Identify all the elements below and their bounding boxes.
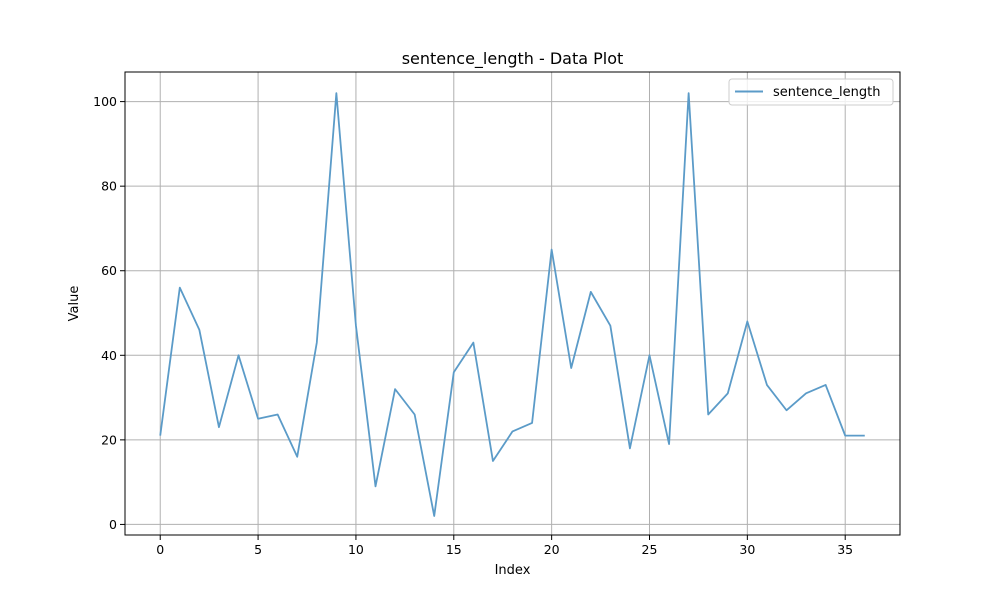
series-line [159,92,865,517]
y-tick-label: 0 [109,517,117,532]
series-layer [159,92,865,517]
x-tick-label: 0 [156,542,164,557]
legend: sentence_length [728,78,894,106]
x-axis-label: Index [495,563,531,578]
x-tick-label: 35 [837,542,853,557]
x-tick-label: 25 [642,542,658,557]
legend-box [728,78,894,106]
plot-area-frame [124,71,901,536]
x-tick-label: 20 [544,542,560,557]
y-tick-label: 60 [101,263,117,278]
y-tick-label: 100 [93,94,117,109]
y-tick-label: 20 [101,432,117,447]
x-tick-label: 10 [348,542,364,557]
x-axis: 0 5 10 15 20 25 30 35 [156,535,853,557]
chart-title: sentence_length - Data Plot [402,49,624,69]
y-axis-label: Value [67,286,82,322]
x-tick-label: 30 [739,542,755,557]
y-tick-label: 40 [101,348,117,363]
grid [125,72,900,535]
legend-label: sentence_length [773,85,880,100]
y-tick-label: 80 [101,179,117,194]
y-axis: 0 20 40 60 80 100 [93,94,125,532]
x-tick-label: 15 [446,542,462,557]
x-tick-label: 5 [254,542,262,557]
